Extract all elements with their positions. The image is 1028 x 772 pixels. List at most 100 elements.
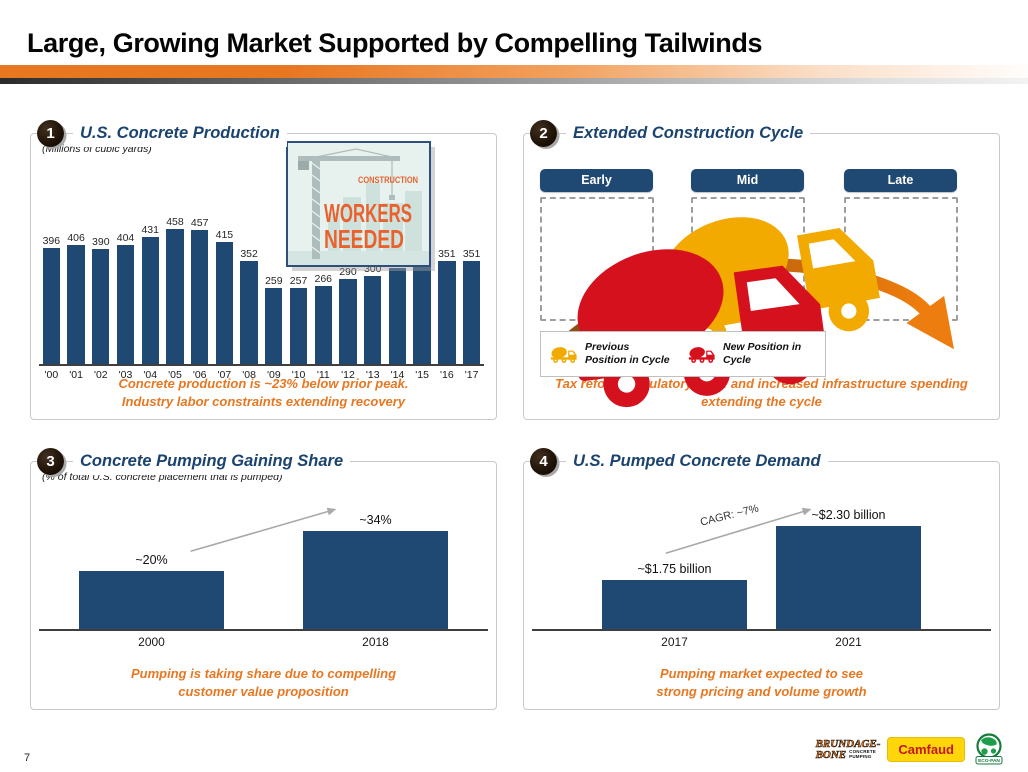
chart2-bars: ~20% ~34%: [39, 492, 488, 631]
image-line1-text: WORKERS: [324, 198, 412, 228]
bar: [215, 242, 234, 364]
category-label: '01: [69, 369, 83, 381]
category-label: '02: [93, 369, 108, 381]
image-line2-text: NEEDED: [324, 224, 404, 254]
bar-slot: 431: [138, 224, 163, 364]
bar-slot: ~34%: [303, 513, 448, 629]
bar-slot: 351: [435, 248, 460, 364]
panel3-caption-line1: Pumping is taking share due to compellin…: [130, 666, 397, 682]
category-label: '12: [341, 369, 355, 381]
bar-value-label: 390: [92, 236, 110, 248]
bar: [339, 279, 357, 364]
bar: [191, 230, 209, 364]
footer-logos: BRUNDAGE- BONE CONCRETE PUMPING Camfaud …: [815, 733, 1006, 766]
category-label: '05: [168, 369, 182, 381]
brundage-line1: BRUNDAGE-: [815, 738, 881, 751]
eco-pan-label: ECO-PAN: [978, 758, 1000, 764]
panel1-head: 1 U.S. Concrete Production: [37, 120, 287, 147]
pumping-share-chart: ~20% ~34% 2000 2018: [39, 492, 488, 649]
bar-value-label: 352: [240, 248, 258, 260]
bar-slot: ~$1.75 billion: [602, 562, 747, 629]
dark-rule: [0, 78, 1028, 84]
bar-value-label: 457: [190, 217, 209, 229]
bar: [141, 237, 159, 364]
camfaud-logo: Camfaud: [887, 737, 965, 762]
category-label: '17: [464, 369, 479, 381]
bar: [166, 229, 184, 364]
bar-value-label: 396: [42, 235, 61, 247]
bar-slot: 415: [212, 229, 237, 364]
panel-pumped-demand: 4 U.S. Pumped Concrete Demand ~$1.75 bil…: [523, 448, 1000, 710]
bar-slot: 351: [459, 248, 484, 364]
brundage-sub2: PUMPING: [849, 754, 872, 759]
bar-slot: 257: [286, 275, 311, 364]
category-label: '16: [440, 369, 454, 381]
bar-slot: 300: [360, 263, 385, 364]
bar: [42, 248, 60, 364]
panel2-caption-line2: extending the cycle: [701, 394, 822, 410]
brundage-sub1: CONCRETE: [849, 749, 876, 755]
category-label: '08: [242, 369, 256, 381]
bar-slot: 352: [237, 248, 262, 364]
stage-box-late: [844, 197, 958, 321]
bar-value-label: 290: [339, 266, 357, 278]
image-tag-text: CONSTRUCTION: [358, 175, 418, 185]
legend-previous-label: Previous Position in Cycle: [585, 341, 670, 366]
bar: [67, 245, 85, 364]
panel4-caption-line2: strong pricing and volume growth: [656, 684, 867, 700]
bar: [79, 571, 224, 629]
panel-pumping-share: 3 Concrete Pumping Gaining Share (% of t…: [30, 448, 497, 710]
bar-slot: 336: [410, 252, 435, 364]
bar-slot: 406: [64, 232, 89, 364]
panel-concrete-production: 1 U.S. Concrete Production (Millions of …: [30, 120, 497, 420]
bar: [289, 288, 308, 364]
bar: [462, 261, 481, 364]
bar-slot: 390: [88, 236, 113, 364]
category-label: 2021: [835, 635, 862, 649]
bar: [413, 265, 431, 364]
category-label: '13: [365, 369, 380, 381]
bar-slot: 458: [163, 216, 188, 364]
panel4-caption: Pumping market expected to see strong pr…: [524, 665, 999, 701]
city-skyline: [328, 183, 422, 265]
panel4-number-badge: 4: [530, 448, 557, 475]
panel-construction-cycle: 2 Extended Construction Cycle Early Mid …: [523, 120, 1000, 420]
category-label: '03: [118, 369, 133, 381]
panel2-caption: Tax reform, regulatory relief and increa…: [524, 375, 999, 411]
panel4-title: U.S. Pumped Concrete Demand: [566, 448, 828, 475]
bar-value-label: 458: [166, 216, 184, 228]
bar-value-label: 406: [67, 232, 85, 244]
bar: [602, 580, 747, 629]
crane-icon: [298, 148, 400, 259]
category-label: '06: [192, 369, 207, 381]
orange-rule: [0, 65, 1028, 78]
bar-value-label: 351: [438, 248, 456, 260]
bar-value-label: 404: [116, 232, 135, 244]
legend-item-previous: Previous Position in Cycle: [549, 341, 673, 366]
yellow-mixer-truck-icon: [549, 345, 579, 364]
bar-slot: 457: [187, 217, 212, 364]
category-label: '04: [143, 369, 158, 381]
bar-slot: 325: [385, 255, 410, 364]
bar-slot: ~20%: [79, 553, 224, 629]
category-label: '11: [316, 369, 330, 381]
panel1-caption-line1: Concrete production is ~23% below prior …: [118, 376, 409, 392]
bar: [265, 288, 283, 364]
panel1-caption: Concrete production is ~23% below prior …: [31, 375, 496, 411]
panel2-number-badge: 2: [530, 120, 557, 147]
panel4-caption-line1: Pumping market expected to see: [659, 666, 863, 682]
bar-value-label: 415: [215, 229, 234, 241]
panel3-title: Concrete Pumping Gaining Share: [73, 448, 351, 475]
bar-value-label: ~$1.75 billion: [637, 562, 712, 576]
bar-slot: 290: [336, 266, 361, 364]
chart3-categories: 2017 2021: [532, 631, 991, 649]
cycle-legend: Previous Position in Cycle New Position …: [540, 331, 826, 377]
bar: [303, 531, 448, 629]
stage-header-mid: Mid: [691, 169, 804, 192]
chart3-bars: ~$1.75 billion ~$2.30 billion: [532, 492, 991, 631]
stage-box-early: [540, 197, 654, 321]
bar: [364, 276, 382, 364]
bar: [776, 526, 921, 629]
bar: [388, 268, 407, 364]
category-label: '00: [44, 369, 59, 381]
